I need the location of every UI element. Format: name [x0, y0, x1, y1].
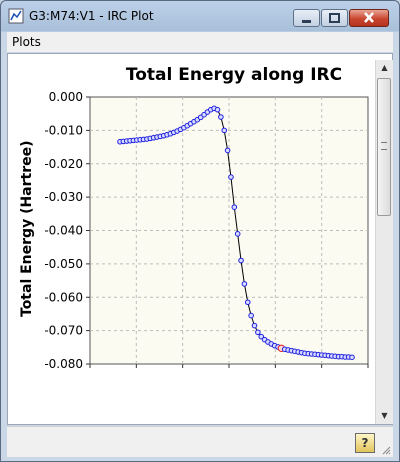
- data-point: [258, 333, 265, 340]
- maximize-button[interactable]: [321, 9, 348, 27]
- y-tick-label: -0.080: [44, 357, 83, 371]
- status-bar: ?: [7, 426, 393, 457]
- data-point: [241, 281, 248, 287]
- y-tick-label: -0.060: [44, 290, 83, 304]
- data-point: [224, 147, 231, 154]
- y-tick-label: 0.000: [49, 90, 83, 104]
- data-point: [231, 204, 238, 210]
- data-point: [248, 312, 254, 319]
- data-point: [214, 106, 221, 113]
- resize-grip-icon[interactable]: [381, 445, 391, 455]
- minimize-icon: [302, 20, 311, 23]
- window-title: G3:M74:V1 - IRC Plot: [29, 9, 154, 23]
- y-tick-label: -0.030: [44, 190, 83, 204]
- scroll-thumb[interactable]: [377, 78, 391, 216]
- grip-icon: [381, 142, 387, 150]
- data-point: [234, 231, 241, 237]
- data-point: [255, 329, 261, 336]
- data-point: [221, 127, 228, 134]
- help-button[interactable]: ?: [355, 433, 375, 453]
- menu-bar: Plots: [7, 32, 393, 52]
- y-tick-label: -0.020: [44, 157, 83, 171]
- menu-plots[interactable]: Plots: [12, 35, 41, 49]
- y-tick-label: -0.070: [44, 324, 83, 338]
- data-point: [228, 174, 234, 180]
- scroll-up-arrow-icon[interactable]: ▲: [381, 63, 388, 72]
- y-tick-label: -0.050: [44, 257, 83, 271]
- chart-title: Total Energy along IRC: [125, 65, 343, 85]
- vertical-scrollbar[interactable]: ▲ ▼: [375, 60, 393, 424]
- title-bar[interactable]: G3:M74:V1 - IRC Plot: [1, 1, 399, 31]
- app-icon: [8, 8, 24, 24]
- data-point: [244, 299, 251, 306]
- minimize-button[interactable]: [293, 9, 320, 27]
- maximize-icon: [329, 13, 340, 23]
- data-point: [251, 322, 258, 329]
- y-tick-label: -0.010: [44, 123, 83, 137]
- close-icon: [364, 12, 374, 23]
- irc-energy-chart: 0.000 -0.010 -0.020 -0.030 -0.040 -0.050 -0.06…: [44, 90, 369, 371]
- data-point: [238, 257, 244, 264]
- data-point: [218, 114, 224, 120]
- data-point: [349, 354, 355, 361]
- close-button[interactable]: [349, 9, 389, 27]
- y-tick-label: -0.040: [44, 224, 83, 238]
- scroll-down-arrow-icon[interactable]: ▼: [381, 411, 388, 420]
- plot-area: Total Energy along IRC Total Energy (Har…: [7, 53, 393, 425]
